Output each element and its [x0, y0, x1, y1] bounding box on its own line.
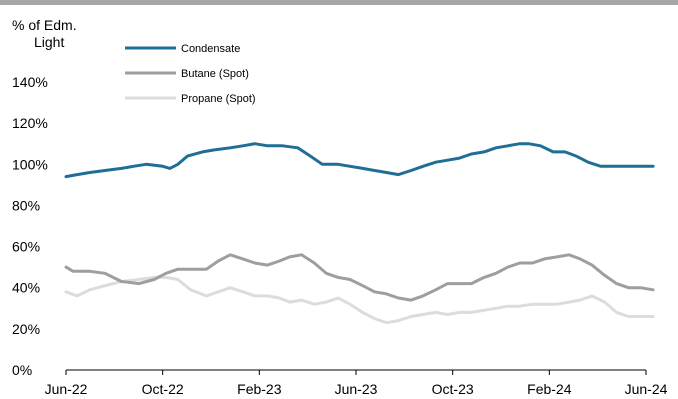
y-tick-label: 140% [12, 74, 48, 90]
y-tick-label: 0% [12, 362, 32, 378]
y-tick-label: 20% [12, 321, 40, 337]
y-axis-title-line-1: % of Edm. [12, 17, 77, 33]
series-line-condensate [64, 142, 655, 179]
y-tick-label: 100% [12, 156, 48, 172]
x-tick-label: Feb-24 [527, 381, 572, 397]
x-tick-label: Jun-24 [625, 381, 668, 397]
series-line-propane-spot [64, 275, 655, 325]
y-tick-label: 80% [12, 197, 40, 213]
series-line-butane-spot [64, 253, 655, 302]
legend-label-propane-spot: Propane (Spot) [181, 93, 256, 105]
x-tick-label: Oct-22 [142, 381, 184, 397]
x-tick-label: Oct-23 [432, 381, 474, 397]
y-tick-label: 40% [12, 280, 40, 296]
x-tick-label: Feb-23 [237, 381, 282, 397]
y-axis-title-line-2: Light [34, 34, 65, 50]
legend-label-condensate: Condensate [181, 43, 240, 55]
x-tick-label: Jun-23 [335, 381, 378, 397]
x-tick-label: Jun-22 [45, 381, 88, 397]
top-border [0, 0, 678, 5]
y-tick-label: 120% [12, 115, 48, 131]
y-tick-label: 60% [12, 239, 40, 255]
legend-label-butane-spot: Butane (Spot) [181, 68, 249, 80]
y-axis-title: % of Edm. Light [12, 17, 92, 51]
